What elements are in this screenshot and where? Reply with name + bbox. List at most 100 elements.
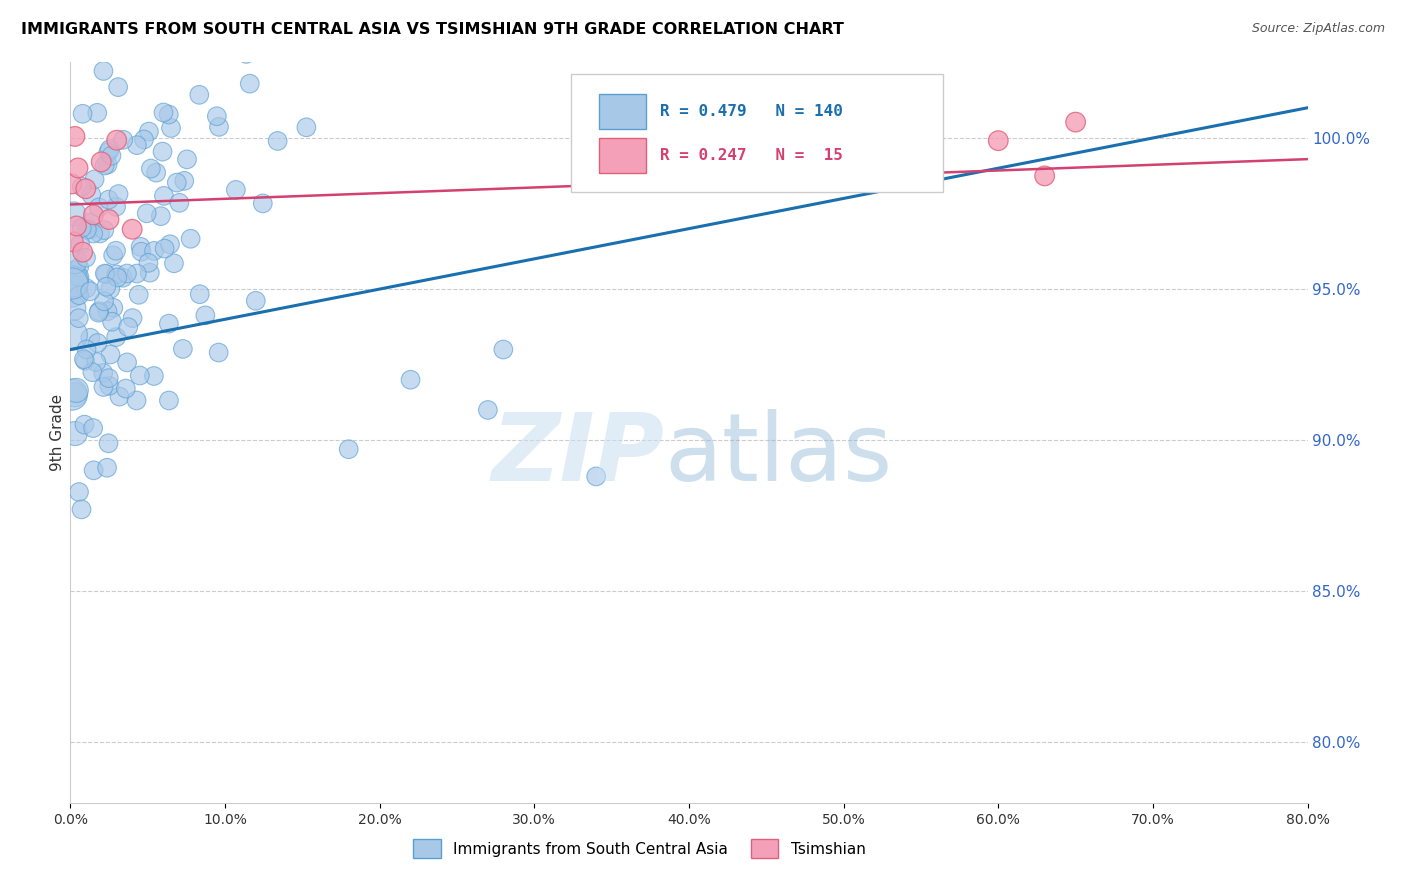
Point — [101, 248, 124, 262]
Point — [83, 463, 105, 477]
Point — [97, 193, 120, 207]
Point — [79, 216, 101, 230]
Point — [73, 417, 96, 432]
Point — [76, 222, 98, 236]
Point — [60, 177, 83, 191]
Point — [105, 244, 128, 258]
Point — [96, 279, 118, 293]
Point — [115, 355, 138, 369]
Point — [76, 281, 98, 295]
Point — [98, 142, 121, 156]
Point — [83, 172, 105, 186]
Point — [160, 120, 183, 135]
Point — [132, 132, 155, 146]
Point — [67, 161, 90, 175]
Point — [235, 46, 257, 61]
Point — [105, 330, 128, 344]
Point — [79, 331, 101, 345]
Point — [208, 19, 231, 33]
Point — [169, 195, 191, 210]
Point — [87, 305, 110, 319]
Bar — [599, 138, 645, 173]
Point — [82, 227, 104, 241]
Point — [159, 237, 181, 252]
Point — [69, 237, 91, 252]
Point — [153, 242, 176, 256]
Point — [79, 222, 101, 236]
Point — [148, 37, 170, 52]
Point — [86, 336, 108, 351]
Point — [96, 460, 118, 475]
Point — [188, 287, 211, 301]
Point — [60, 387, 83, 401]
Point — [63, 267, 86, 281]
Point — [96, 304, 118, 318]
Point — [131, 244, 153, 259]
Point — [82, 365, 104, 379]
Point — [100, 149, 122, 163]
Point — [70, 179, 93, 194]
Point — [65, 219, 87, 233]
Point — [143, 244, 166, 258]
Point — [266, 134, 288, 148]
Point — [399, 373, 422, 387]
Point — [129, 240, 152, 254]
Point — [63, 388, 86, 402]
Point — [67, 260, 90, 275]
Point — [139, 161, 162, 176]
Point — [105, 133, 128, 147]
Point — [176, 153, 198, 167]
Text: R = 0.247   N =  15: R = 0.247 N = 15 — [661, 148, 844, 163]
Point — [98, 282, 121, 296]
Point — [62, 207, 84, 221]
Point — [75, 182, 97, 196]
Point — [80, 187, 103, 202]
Point — [94, 267, 117, 281]
Point — [139, 266, 162, 280]
Point — [245, 293, 267, 308]
Point — [108, 390, 131, 404]
Point — [105, 268, 128, 282]
Point — [208, 120, 231, 134]
Point — [128, 288, 150, 302]
Point — [153, 189, 176, 203]
Point — [70, 502, 93, 516]
Point — [86, 105, 108, 120]
Point — [86, 355, 108, 369]
Point — [87, 200, 110, 214]
Point — [1033, 169, 1056, 183]
Point — [75, 251, 97, 265]
Point — [94, 267, 117, 281]
Point — [157, 317, 180, 331]
Point — [121, 311, 143, 326]
Point — [112, 133, 135, 147]
Point — [138, 256, 160, 270]
Point — [163, 256, 186, 270]
Point — [208, 345, 231, 359]
Point — [87, 304, 110, 318]
Point — [70, 221, 93, 235]
Point — [239, 77, 262, 91]
Point — [115, 382, 138, 396]
Point — [477, 403, 499, 417]
Point — [125, 138, 148, 153]
Point — [97, 436, 120, 450]
Point — [63, 301, 86, 316]
Point — [93, 294, 115, 309]
Point — [105, 200, 128, 214]
Point — [337, 442, 360, 457]
Point — [205, 109, 228, 123]
Bar — [599, 94, 645, 129]
Point — [93, 64, 115, 78]
Point — [79, 285, 101, 299]
Point — [125, 267, 148, 281]
Point — [93, 223, 115, 237]
Text: atlas: atlas — [664, 409, 893, 500]
Point — [166, 176, 188, 190]
Point — [101, 315, 124, 329]
Point — [98, 212, 120, 227]
Point — [82, 208, 105, 222]
Point — [62, 275, 84, 289]
Point — [82, 421, 104, 435]
Point — [63, 426, 86, 441]
